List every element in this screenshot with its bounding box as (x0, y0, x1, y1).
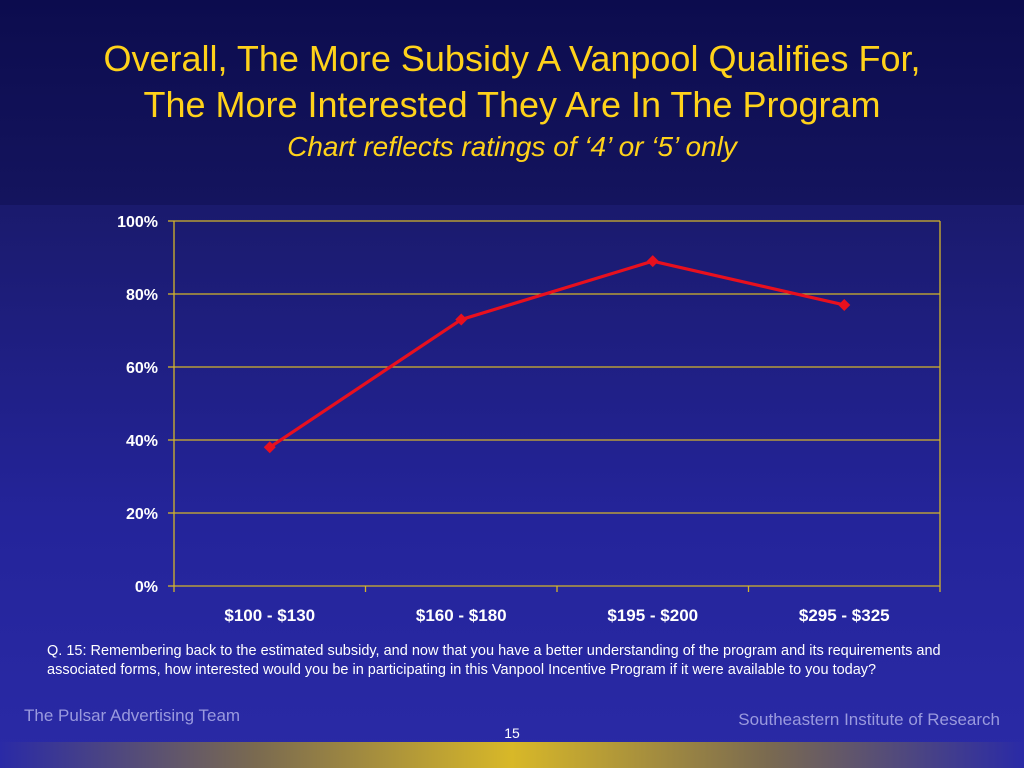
series-line-0 (268, 259, 845, 449)
ytick-label-80: 80% (126, 287, 158, 304)
xtick-label-2: $195 - $200 (607, 606, 698, 625)
xtick-label-3: $295 - $325 (799, 606, 890, 625)
header-band (0, 0, 1024, 205)
xtick-label-0: $100 - $130 (224, 606, 315, 625)
ytick-label-100: 100% (117, 214, 158, 231)
xtick-label-1: $160 - $180 (416, 606, 507, 625)
ytick-label-40: 40% (126, 433, 158, 450)
data-point-1 (455, 313, 468, 326)
page-number: 15 (504, 725, 520, 741)
ytick-label-0: 0% (135, 579, 158, 596)
ytick-label-60: 60% (126, 360, 158, 377)
footer-left-credit: The Pulsar Advertising Team (24, 706, 241, 725)
slide-title: Overall, The More Subsidy A Vanpool Qual… (0, 36, 1024, 128)
footer-right-credit: Southeastern Institute of Research (738, 710, 1000, 729)
slide-title-line-2: The More Interested They Are In The Prog… (143, 84, 881, 125)
slide-subtitle: Chart reflects ratings of ‘4’ or ‘5’ onl… (287, 131, 737, 162)
slide-title-line-1: Overall, The More Subsidy A Vanpool Qual… (103, 38, 921, 79)
data-point-2 (646, 255, 659, 268)
line-chart: 0% 20% 40% 60% 80% 100% $100 - $130 $160 - $180… (117, 214, 941, 625)
data-point-3 (838, 298, 851, 311)
survey-question: Q. 15: Remembering back to the estimated… (47, 643, 941, 678)
ytick-label-20: 20% (126, 506, 158, 523)
bottom-decorative-bar (0, 742, 1024, 768)
data-point-0 (263, 441, 276, 454)
